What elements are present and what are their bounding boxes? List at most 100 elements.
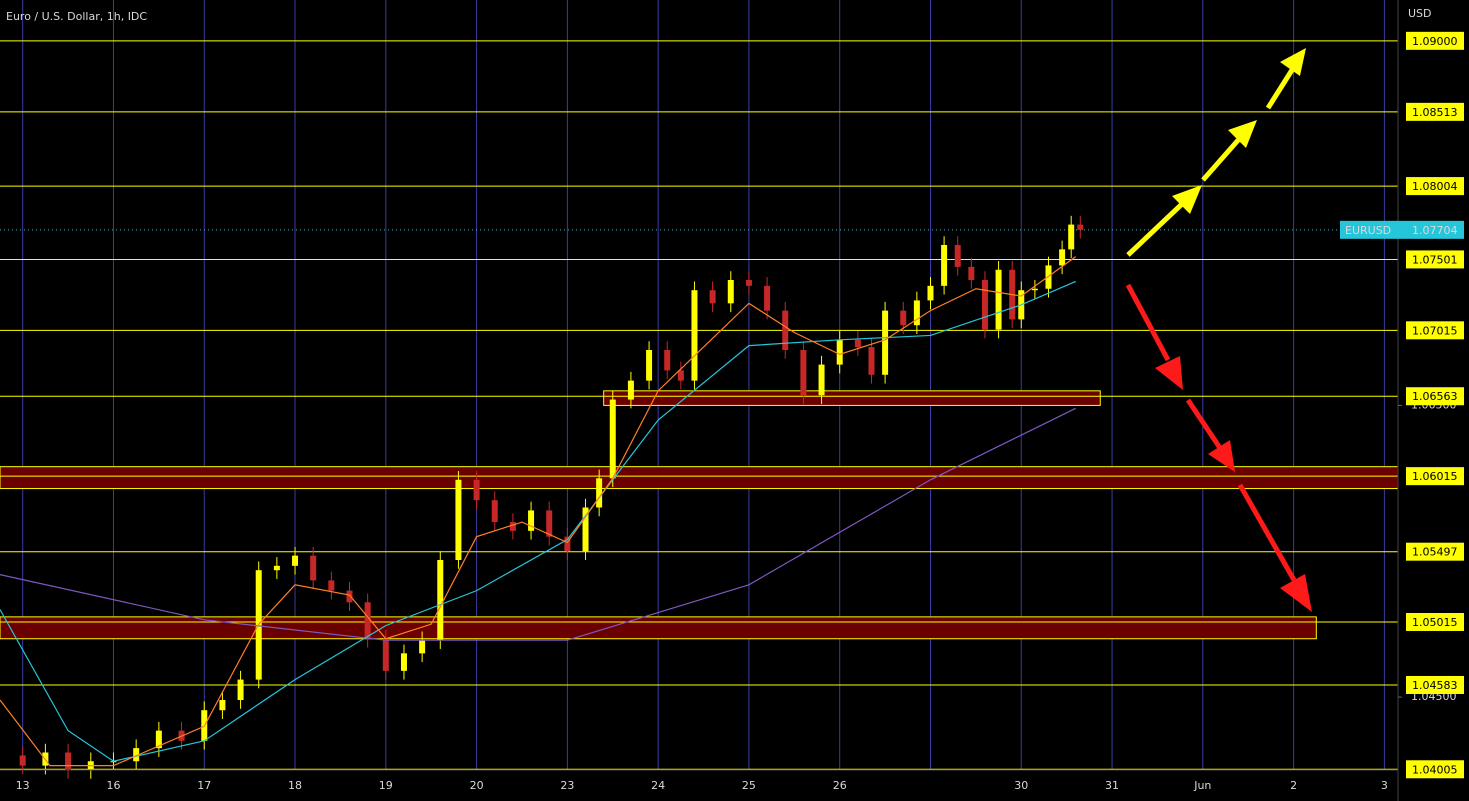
candle-body	[346, 590, 353, 603]
candle-body	[364, 602, 371, 639]
candle-body	[868, 347, 875, 375]
level-label-text: 1.06015	[1412, 470, 1458, 483]
candle-body	[528, 510, 535, 531]
candle-body	[727, 280, 734, 304]
candle-body	[546, 510, 553, 537]
candle-body	[237, 679, 244, 700]
arrows	[1125, 48, 1312, 612]
level-label-box	[1406, 542, 1464, 561]
candle-body	[133, 748, 140, 762]
level-label-box	[1406, 675, 1464, 694]
x-tick-label: 19	[379, 779, 393, 792]
level-label-box	[1406, 102, 1464, 121]
level-label-text: 1.09000	[1412, 35, 1458, 48]
y-axis-label: USD	[1408, 7, 1432, 20]
level-label-text: 1.08513	[1412, 106, 1458, 119]
candle-body	[627, 380, 634, 400]
zone	[603, 390, 1101, 406]
level-label-box	[1406, 387, 1464, 406]
candle-body	[19, 755, 26, 766]
last-price-box	[1340, 220, 1464, 239]
level-label-text: 1.04005	[1412, 763, 1458, 776]
level-label: 1.04583	[1406, 675, 1464, 694]
x-tick-label: Jun	[1193, 779, 1211, 792]
candle-body	[596, 478, 603, 508]
level-label-box	[1406, 31, 1464, 50]
candle-body	[609, 399, 616, 479]
level-label-box	[1406, 177, 1464, 196]
candle-body	[382, 638, 389, 671]
level-label: 1.07501	[1406, 250, 1464, 269]
candle-body	[1068, 224, 1075, 250]
level-label: 1.08513	[1406, 102, 1464, 121]
candle-body	[509, 522, 516, 531]
candle-body	[155, 730, 162, 749]
candle-body	[400, 653, 407, 671]
candle-body	[419, 640, 426, 654]
x-tick-label: 20	[470, 779, 484, 792]
level-label-text: 1.05497	[1412, 546, 1458, 559]
candle-body	[981, 280, 988, 330]
candle-body	[913, 300, 920, 326]
candle-body	[646, 350, 653, 381]
level-label: 1.06015	[1406, 467, 1464, 486]
level-label: 1.08004	[1406, 177, 1464, 196]
candle-body	[564, 536, 571, 552]
x-tick-label: 26	[833, 779, 847, 792]
level-label-text: 1.07015	[1412, 324, 1458, 337]
candle-body	[1059, 249, 1066, 266]
candle-body	[292, 555, 299, 566]
level-label-box	[1406, 321, 1464, 340]
last-price-name: EURUSD	[1345, 224, 1391, 237]
x-tick-label: 13	[16, 779, 30, 792]
level-label: 1.05497	[1406, 542, 1464, 561]
zone	[0, 466, 1399, 490]
level-label-box	[1406, 760, 1464, 779]
candle-body	[782, 310, 789, 350]
level-label-box	[1406, 467, 1464, 486]
candle-body	[328, 580, 335, 591]
level-label-text: 1.06563	[1412, 390, 1458, 403]
candle-body	[473, 479, 480, 501]
candle-body	[664, 350, 671, 371]
candle-body	[745, 280, 752, 286]
level-label-text: 1.08004	[1412, 180, 1458, 193]
candle-body	[968, 266, 975, 280]
level-label-text: 1.07501	[1412, 253, 1458, 266]
x-tick-label: 17	[197, 779, 211, 792]
level-label-text: 1.04583	[1412, 679, 1458, 692]
candle-body	[764, 285, 771, 311]
candle-body	[995, 269, 1002, 330]
candle-body	[491, 500, 498, 523]
candle-body	[854, 339, 861, 348]
moving-average	[0, 280, 1076, 762]
candle-body	[818, 364, 825, 396]
level-label-box	[1406, 250, 1464, 269]
x-tick-label: 23	[560, 779, 574, 792]
level-label: 1.07015	[1406, 321, 1464, 340]
x-tick-label: 2	[1290, 779, 1297, 792]
x-tick-label: 3	[1381, 779, 1388, 792]
candle-body	[954, 245, 961, 267]
level-label: 1.05015	[1406, 612, 1464, 631]
candle-body	[800, 350, 807, 396]
x-tick-label: 30	[1014, 779, 1028, 792]
x-tick-label: 25	[742, 779, 756, 792]
candle-body	[582, 507, 589, 552]
chart-title: Euro / U.S. Dollar, 1h, IDC	[6, 10, 147, 23]
candle-body	[691, 290, 698, 381]
x-tick-label: 18	[288, 779, 302, 792]
candle-body	[310, 555, 317, 581]
candle-body	[677, 370, 684, 381]
x-tick-label: 31	[1105, 779, 1119, 792]
candle-body	[836, 339, 843, 365]
x-tick-label: 24	[651, 779, 665, 792]
level-label: 1.04005	[1406, 760, 1464, 779]
level-label: 1.06563	[1406, 387, 1464, 406]
moving-average	[0, 407, 1076, 641]
candle-body	[941, 245, 948, 286]
x-tick-label: 16	[106, 779, 120, 792]
candle-body	[455, 479, 462, 560]
level-label-box	[1406, 612, 1464, 631]
